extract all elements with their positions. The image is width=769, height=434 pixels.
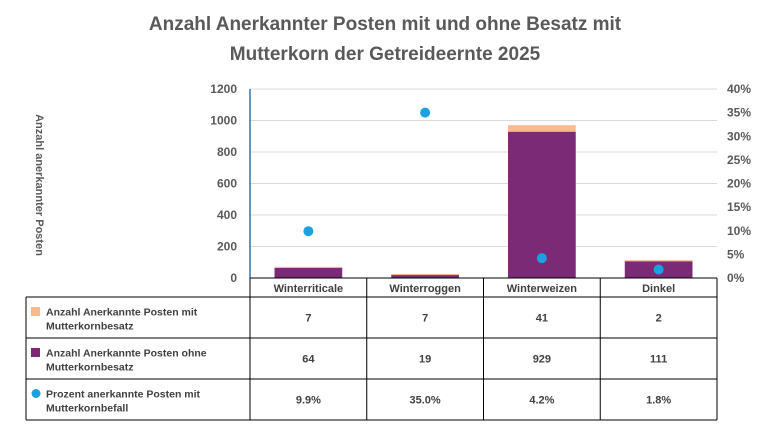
table-cell-value: 1.8% [646, 395, 671, 407]
table-cell-value: 2 [656, 313, 662, 325]
bar-mit-besatz [274, 266, 343, 269]
y2-tick-label: 15% [727, 200, 751, 214]
legend-label: Mutterkornbesatz [46, 321, 134, 333]
plot-area: 0 200 400 600 800 1000 1200 0% 5% 10% 15% 20% 25% 30%… [210, 82, 751, 285]
point-prozent [303, 226, 314, 237]
bar-mit-besatz [391, 273, 459, 276]
table-cell-value: 929 [533, 354, 551, 366]
category-label: Winterriticale [274, 283, 344, 295]
y-tick-label: 400 [217, 208, 237, 222]
chart-title-line-1: Anzahl Anerkannter Posten mit und ohne B… [149, 14, 622, 35]
point-prozent [536, 253, 547, 264]
table-cell-value: 64 [302, 354, 315, 366]
legend-label: Mutterkornbefall [46, 403, 128, 415]
y2-tick-label: 30% [727, 129, 751, 143]
legend-key-swatch [31, 348, 40, 357]
point-prozent [653, 264, 664, 275]
y2-tick-label: 0% [727, 271, 745, 285]
category-label: Winterweizen [507, 283, 577, 295]
y-tick-label: 1200 [210, 82, 237, 96]
y-tick-label: 800 [217, 145, 237, 159]
y-axis-label: Anzahl anerkannter Posten [33, 114, 45, 256]
y2-tick-label: 5% [727, 247, 745, 261]
legend-key-swatch [31, 307, 40, 316]
bar-ohne-besatz [391, 275, 459, 278]
legend-key-point [31, 389, 41, 398]
legend-label: Mutterkornbesatz [46, 362, 134, 374]
y-tick-label: 200 [217, 240, 237, 254]
legend-label: Anzahl Anerkannte Posten mit [46, 307, 198, 319]
data-table: Winterriticale Winterroggen Winterweizen Di… [25, 277, 718, 421]
bar-ohne-besatz [274, 267, 343, 278]
y2-tick-label: 10% [727, 224, 751, 238]
legend-label: Prozent anerkannte Posten mit [46, 389, 201, 401]
y2-tick-label: 40% [727, 82, 751, 96]
table-cell-value: 7 [305, 313, 311, 325]
table-cell-value: 9.9% [296, 395, 321, 407]
table-cell-value: 111 [650, 354, 667, 366]
category-label: Winterroggen [389, 283, 461, 295]
y2-tick-label: 35% [727, 106, 751, 120]
y2-tick-label: 20% [727, 177, 751, 191]
table-cell-value: 41 [536, 313, 548, 325]
legend-label: Anzahl Anerkannte Posten ohne [46, 348, 207, 360]
category-label: Dinkel [642, 283, 675, 295]
point-prozent [420, 107, 431, 118]
table-cell-value: 19 [419, 354, 431, 366]
chart-title-line-2: Mutterkorn der Getreideernte 2025 [230, 44, 541, 65]
bar-mit-besatz [624, 260, 693, 262]
y-tick-label: 600 [217, 177, 237, 191]
y-tick-label: 1000 [210, 114, 237, 128]
table-cell-value: 7 [422, 313, 428, 325]
y-tick-label: 0 [230, 271, 237, 285]
y2-tick-label: 25% [727, 153, 751, 167]
table-cell-value: 4.2% [529, 395, 554, 407]
bar-mit-besatz [508, 125, 576, 132]
table-cell-value: 35.0% [410, 395, 441, 407]
